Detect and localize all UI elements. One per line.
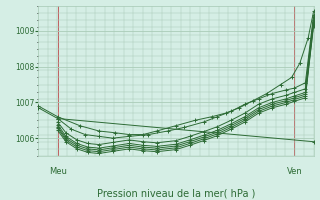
Text: Ven: Ven (286, 166, 302, 176)
Text: Meu: Meu (49, 166, 67, 176)
Text: Pression niveau de la mer( hPa ): Pression niveau de la mer( hPa ) (97, 189, 255, 199)
